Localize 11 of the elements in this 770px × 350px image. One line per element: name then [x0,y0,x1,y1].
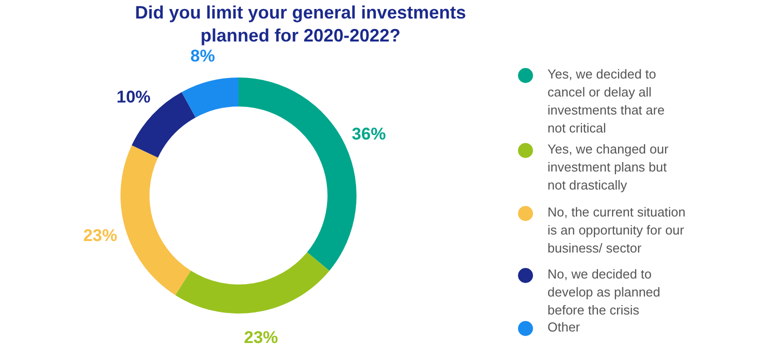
chart-title: Did you limit your general investments planned for 2020-2022? [134,2,466,46]
legend-label: No, the current situation is an opportunity for our business/ sector [548,204,686,256]
legend-label: No, we decided to develop as planned before the crisis [548,266,660,318]
data-label: 8% [190,46,215,66]
data-label: 23% [244,328,278,348]
data-label: 10% [116,87,151,106]
data-label: 23% [83,226,118,246]
legend-label: Yes, we decided to cancel or delay all investments that are not critical [548,66,665,136]
data-label: 36% [352,124,386,144]
legend-label: Yes, we changed our investment plans but not drastically [548,142,670,192]
legend-label: Other [548,320,581,334]
